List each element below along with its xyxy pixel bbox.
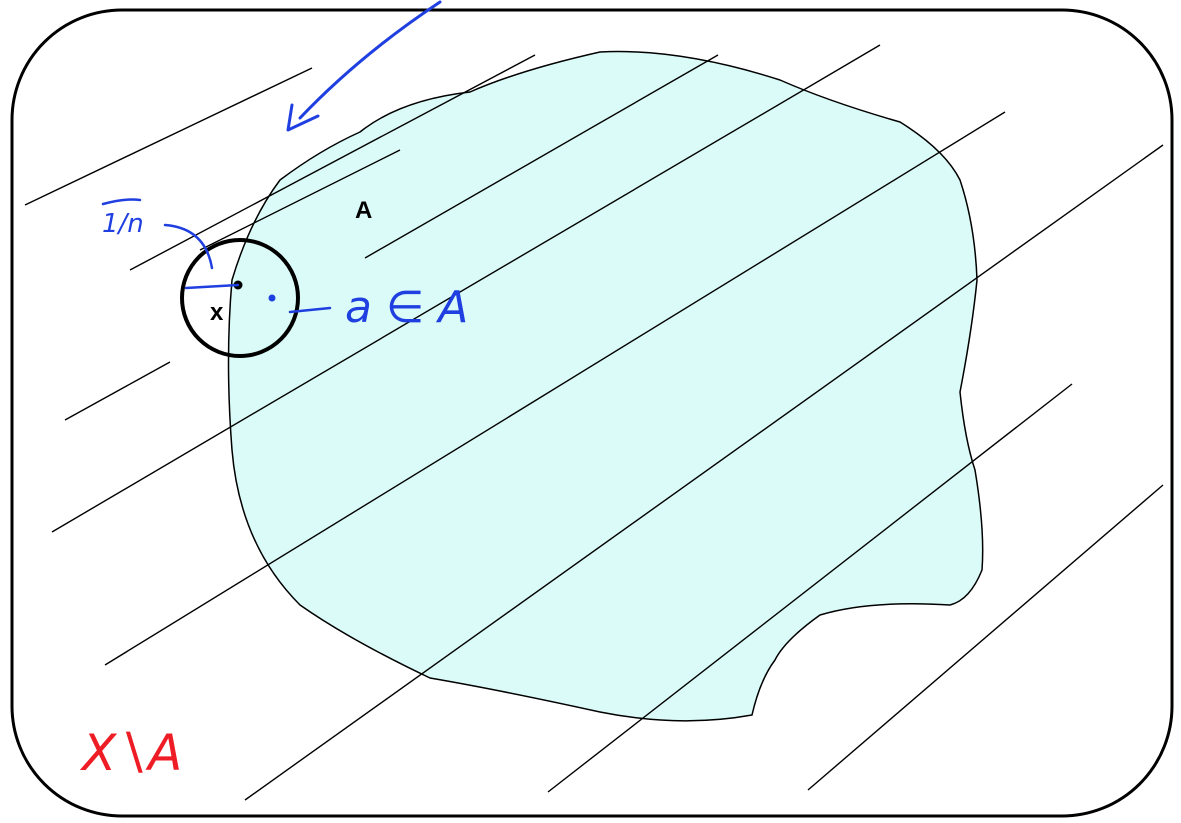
point-a-leader <box>288 306 332 314</box>
set-a-label: A <box>355 197 372 224</box>
point-a-dot <box>268 294 276 302</box>
point-a-label: a ∈ A <box>345 282 468 333</box>
radius-hook <box>163 223 214 270</box>
hatch-lines <box>24 44 1164 801</box>
hatch-line <box>51 44 881 533</box>
hatch-line <box>547 383 1073 793</box>
complement-label: X∖A <box>79 724 182 782</box>
arrow-head <box>286 103 320 132</box>
hatch-line <box>199 149 401 251</box>
hatch-line <box>104 111 1006 666</box>
hatch-line <box>129 54 536 271</box>
point-x-label: x <box>210 299 224 326</box>
one-over-n-bar <box>101 198 142 206</box>
arrow-shaft <box>298 0 442 120</box>
radius-annotation <box>101 198 240 290</box>
radius-line <box>184 283 240 290</box>
hatch-line <box>64 361 171 421</box>
hatch-line <box>807 484 1164 791</box>
hatch-line <box>364 54 719 259</box>
radius-label: 1/n <box>102 209 144 239</box>
hatch-line <box>244 144 1164 801</box>
set-a-region <box>227 50 984 722</box>
blue-arrow <box>286 0 442 132</box>
hatch-line <box>24 67 313 206</box>
neighborhood-circle <box>180 238 300 358</box>
